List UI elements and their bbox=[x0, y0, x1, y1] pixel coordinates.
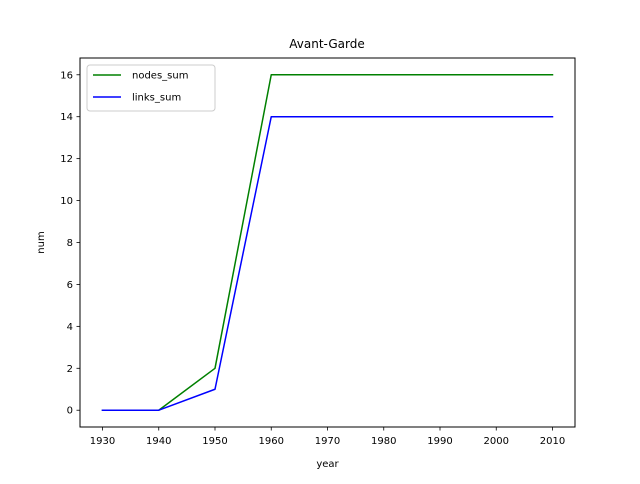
y-axis-label: num bbox=[36, 231, 47, 253]
x-tick-label: 2010 bbox=[540, 436, 565, 447]
legend-label-links_sum: links_sum bbox=[132, 93, 181, 104]
chart-legend: nodes_sum links_sum bbox=[86, 64, 216, 112]
x-tick-label: 1990 bbox=[427, 436, 452, 447]
y-tick-label: 8 bbox=[67, 238, 73, 249]
legend-box bbox=[86, 64, 216, 112]
legend-items: nodes_sum links_sum bbox=[93, 71, 188, 104]
x-tick-label: 1970 bbox=[315, 436, 340, 447]
x-tick-label: 1950 bbox=[202, 436, 227, 447]
y-tick-label: 16 bbox=[60, 70, 73, 81]
x-tick-label: 1960 bbox=[259, 436, 284, 447]
series-line-nodes_sum bbox=[101, 74, 554, 411]
x-tick-label: 1930 bbox=[90, 436, 115, 447]
series-line-links_sum bbox=[101, 115, 554, 411]
y-tick-label: 2 bbox=[67, 364, 73, 375]
y-tick-label: 0 bbox=[67, 406, 73, 417]
y-tick-label: 12 bbox=[60, 154, 73, 165]
y-tick-label: 14 bbox=[60, 112, 73, 123]
x-tick-label: 2000 bbox=[484, 436, 509, 447]
y-tick-label: 10 bbox=[60, 196, 73, 207]
x-axis-ticks: 1930 1940 1950 1960 1970 1980 1990 2000 2010 bbox=[90, 427, 565, 447]
chart-title: Avant-Garde bbox=[289, 37, 364, 51]
y-axis-ticks: 0 2 4 6 8 10 12 14 16 bbox=[60, 70, 80, 417]
y-tick-label: 6 bbox=[67, 280, 73, 291]
y-tick-label: 4 bbox=[67, 322, 73, 333]
legend-label-nodes_sum: nodes_sum bbox=[132, 71, 188, 82]
plot-area-frame bbox=[79, 57, 576, 428]
series-layer bbox=[101, 74, 554, 411]
x-tick-label: 1980 bbox=[371, 436, 396, 447]
x-tick-label: 1940 bbox=[146, 436, 171, 447]
x-axis-label: year bbox=[316, 459, 339, 470]
